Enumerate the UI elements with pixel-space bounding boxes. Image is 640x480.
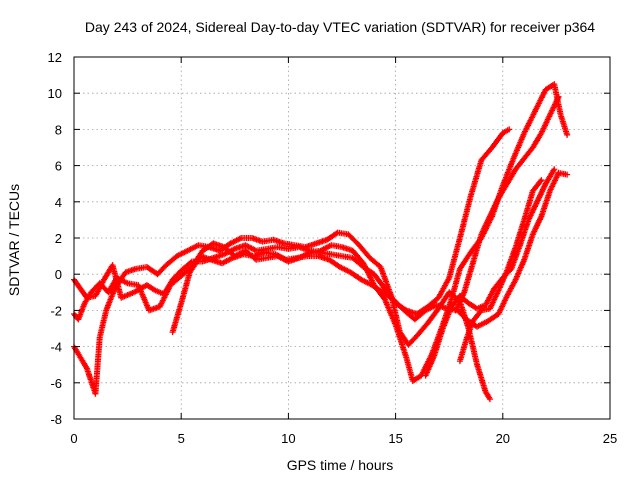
y-tick-label: 0 xyxy=(55,267,62,282)
y-tick-label: -2 xyxy=(50,303,62,318)
data-series-track-7 xyxy=(456,177,545,365)
x-axis-label: GPS time / hours xyxy=(287,457,394,473)
y-tick-label: -8 xyxy=(50,412,62,427)
y-tick-label: 2 xyxy=(55,231,62,246)
y-tick-label: -4 xyxy=(50,340,62,355)
x-tick-label: 25 xyxy=(603,431,617,446)
y-tick-label: 12 xyxy=(48,50,62,65)
x-tick-label: 20 xyxy=(496,431,510,446)
x-tick-label: 0 xyxy=(70,431,77,446)
x-tick-label: 10 xyxy=(281,431,295,446)
y-tick-label: 10 xyxy=(48,86,62,101)
y-tick-label: 4 xyxy=(55,195,62,210)
axis-ticks: 0 5 10 15 20 25 -8 -6 -4 -2 0 2 4 6 8 10 12 xyxy=(48,50,618,446)
point-markers xyxy=(456,177,545,365)
data-series-track-5 xyxy=(452,93,562,314)
data-series xyxy=(71,81,571,403)
x-tick-label: 5 xyxy=(178,431,185,446)
y-tick-label: 8 xyxy=(55,122,62,137)
x-tick-label: 15 xyxy=(388,431,402,446)
y-tick-label: -6 xyxy=(50,376,62,391)
point-markers xyxy=(452,93,562,314)
y-tick-label: 6 xyxy=(55,159,62,174)
chart-title: Day 243 of 2024, Sidereal Day-to-day VTE… xyxy=(85,19,595,35)
y-axis-label: SDTVAR / TECUs xyxy=(6,184,22,296)
